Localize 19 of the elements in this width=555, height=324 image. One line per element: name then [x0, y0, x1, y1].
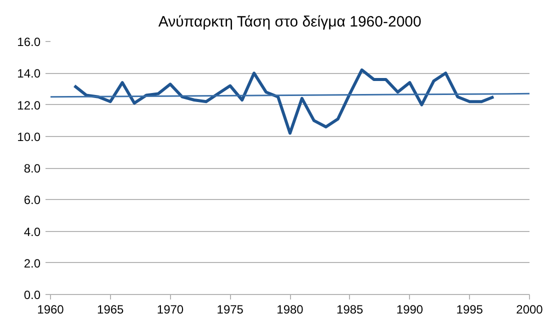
chart-title: Ανύπαρκτη Τάση στο δείγμα 1960-2000 — [158, 14, 422, 30]
y-tick-label: 6.0 — [24, 193, 41, 208]
x-tick-label: 1975 — [216, 302, 244, 316]
x-tick-label: 1980 — [276, 302, 304, 316]
x-tick-label: 1970 — [156, 302, 184, 316]
x-tick-label: 1995 — [456, 302, 484, 316]
x-tick-label: 1965 — [97, 302, 124, 316]
y-tick-label: 14.0 — [17, 66, 41, 81]
y-tick-label: 0.0 — [24, 288, 41, 302]
y-tick-label: 16.0 — [17, 35, 41, 49]
x-tick-label: 1960 — [37, 302, 64, 316]
x-tick-label: 1985 — [336, 302, 364, 316]
y-tick-label: 8.0 — [24, 162, 41, 176]
x-tick-label: 2000 — [516, 302, 544, 316]
y-tick-label: 12.0 — [17, 98, 41, 112]
x-tick-label: 1990 — [396, 302, 424, 316]
y-tick-label: 4.0 — [24, 224, 41, 239]
y-tick-label: 2.0 — [24, 256, 41, 270]
y-tick-label: 10.0 — [17, 130, 41, 144]
